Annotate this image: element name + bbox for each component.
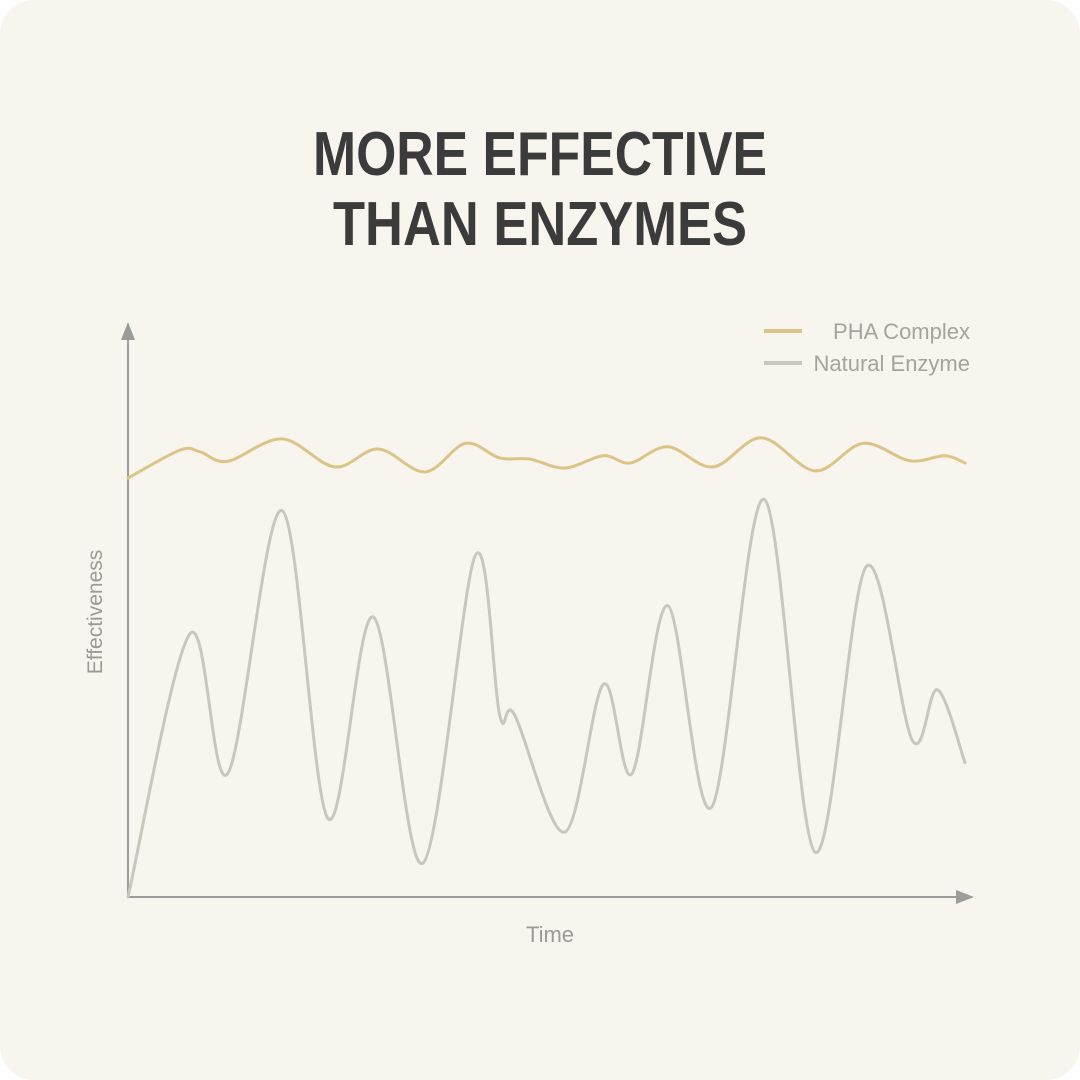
y-axis-label: Effectiveness (84, 550, 107, 675)
x-axis-label: Time (526, 922, 574, 947)
series-line (126, 497, 967, 899)
chart-title: MORE EFFECTIVE (313, 120, 767, 189)
series-line (126, 436, 967, 480)
legend-label: PHA Complex (833, 319, 970, 344)
y-axis-arrow (121, 322, 135, 340)
x-axis-arrow (956, 890, 974, 904)
chart-title: THAN ENZYMES (333, 190, 747, 259)
legend-label: Natural Enzyme (813, 351, 970, 376)
